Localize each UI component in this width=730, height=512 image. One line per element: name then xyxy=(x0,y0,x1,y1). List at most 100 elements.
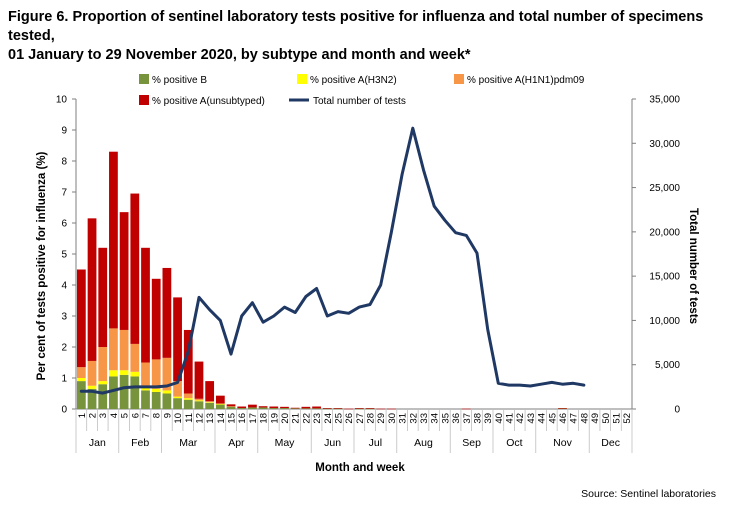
bar-segment xyxy=(76,367,86,378)
week-tick-label: 16 xyxy=(237,413,248,424)
week-tick-label: 37 xyxy=(462,413,473,424)
bar-segment xyxy=(194,401,204,409)
bar-segment xyxy=(215,403,225,405)
y2-tick-label: 25,000 xyxy=(649,183,680,194)
bar-segment xyxy=(183,393,193,399)
y-tick-label: 9 xyxy=(61,126,67,137)
bar-segment xyxy=(162,357,172,391)
y-tick-label: 7 xyxy=(61,188,67,199)
week-tick-label: 36 xyxy=(451,413,462,424)
bar-segment xyxy=(322,408,332,409)
bar-segment xyxy=(76,269,86,368)
week-tick-label: 12 xyxy=(194,413,205,424)
week-tick-label: 7 xyxy=(141,413,152,418)
bar-segment xyxy=(215,395,225,404)
bar-segment xyxy=(194,361,204,399)
bar-segment xyxy=(322,408,332,410)
bar-segment xyxy=(301,408,311,409)
y2-axis-label: Total number of tests xyxy=(687,208,699,324)
legend: % positive B % positive A(H3N2) % positive… xyxy=(139,74,585,107)
bar-segment xyxy=(226,406,236,407)
week-tick-label: 47 xyxy=(569,413,580,424)
month-label: Jan xyxy=(89,437,106,449)
bar-segment xyxy=(87,385,97,389)
week-tick-label: 24 xyxy=(323,413,334,424)
bar-segment xyxy=(109,328,118,371)
bar-segment xyxy=(248,407,257,409)
week-tick-label: 21 xyxy=(291,413,302,424)
month-label: Apr xyxy=(228,437,245,449)
week-tick-label: 38 xyxy=(472,413,483,424)
month-label: Jun xyxy=(324,437,341,449)
week-tick-label: 46 xyxy=(558,413,569,424)
bar-segment xyxy=(376,408,386,410)
week-tick-label: 50 xyxy=(601,413,612,424)
y-tick-label: 8 xyxy=(61,157,67,168)
bar-segment xyxy=(141,387,150,391)
bar-segment xyxy=(151,388,161,392)
week-tick-label: 2 xyxy=(88,413,99,418)
bar-segment xyxy=(151,391,161,409)
week-tick-label: 3 xyxy=(98,413,109,418)
week-tick-label: 32 xyxy=(408,413,419,424)
bar-segment xyxy=(215,404,225,405)
tests-line xyxy=(79,126,586,395)
bar-segment xyxy=(173,297,182,382)
bar-segment xyxy=(301,406,311,409)
bar-segment xyxy=(269,406,279,409)
source-note: Source: Sentinel laboratories xyxy=(581,488,716,500)
week-tick-label: 30 xyxy=(387,413,398,424)
bar-segment xyxy=(558,408,567,409)
bar-segment xyxy=(258,407,268,409)
bar-segment xyxy=(312,408,321,409)
week-tick-label: 44 xyxy=(537,413,548,424)
bar-segment xyxy=(151,359,161,389)
week-tick-label: 43 xyxy=(526,413,537,424)
legend-label: % positive A(H3N2) xyxy=(310,75,397,86)
bar-segment xyxy=(87,218,97,361)
week-tick-label: 29 xyxy=(376,413,387,424)
axis-labels: Per cent of tests positive for influenza… xyxy=(36,151,699,474)
bar-segment xyxy=(151,278,161,360)
bar-segment xyxy=(141,390,150,409)
bar-segment xyxy=(98,347,108,382)
bar-segment xyxy=(280,408,289,409)
y2-tick-label: 5,000 xyxy=(655,360,680,371)
bar-segment xyxy=(194,398,204,401)
week-tick-label: 1 xyxy=(77,413,88,418)
bar-segment xyxy=(162,390,172,394)
y-tick-label: 2 xyxy=(61,343,67,354)
week-tick-label: 8 xyxy=(152,413,163,418)
week-tick-label: 31 xyxy=(398,413,409,424)
bar-segment xyxy=(365,408,375,409)
week-tick-label: 49 xyxy=(590,413,601,424)
bar-segment xyxy=(312,406,321,409)
month-label: Sep xyxy=(462,437,481,449)
bar-segment xyxy=(269,408,279,409)
month-label: Jul xyxy=(369,437,382,449)
week-tick-label: 40 xyxy=(494,413,505,424)
bar-segment xyxy=(162,267,172,358)
stacked-bars xyxy=(76,151,567,410)
figure-title-line-1: Figure 6. Proportion of sentinel laborat… xyxy=(8,9,704,44)
legend-label: % positive A(unsubtyped) xyxy=(152,96,265,107)
week-tick-label: 28 xyxy=(366,413,377,424)
week-tick-label: 9 xyxy=(162,413,173,418)
bar-segment xyxy=(119,374,129,409)
bar-segment xyxy=(205,402,215,403)
week-tick-label: 41 xyxy=(505,413,516,424)
bar-segment xyxy=(119,329,129,371)
bar-segment xyxy=(162,393,172,409)
legend-label: % positive B xyxy=(152,75,207,86)
week-tick-label: 19 xyxy=(269,413,280,424)
month-label: Feb xyxy=(131,437,149,449)
bar-segment xyxy=(558,408,567,409)
week-tick-label: 15 xyxy=(227,413,238,424)
bar-segment xyxy=(119,212,129,330)
bar-segment xyxy=(141,362,150,388)
week-tick-label: 4 xyxy=(109,413,120,418)
bar-segment xyxy=(205,402,215,409)
bar-segment xyxy=(183,399,193,409)
bar-segment xyxy=(290,408,300,409)
